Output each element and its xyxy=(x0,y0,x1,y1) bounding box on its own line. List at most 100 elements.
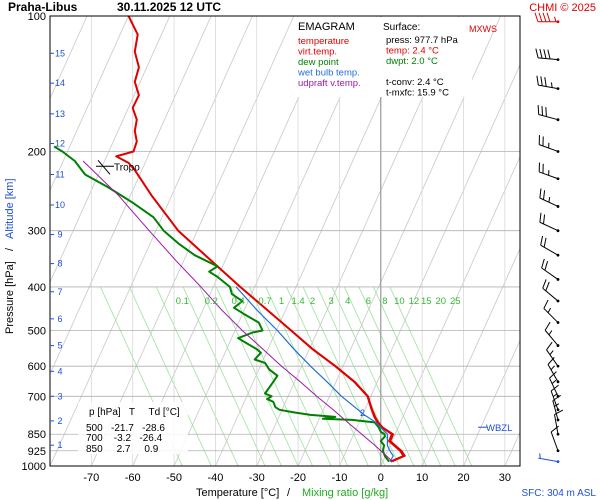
isotherm-line xyxy=(50,16,88,100)
wind-barb xyxy=(538,453,560,463)
level-table: p [hPa] T Td [°C] 500 -21.7 -28.6 700 -3… xyxy=(78,402,188,455)
x-axis-title: Temperature [°C] / Mixing ratio [g/kg] xyxy=(196,487,388,499)
isotherm-line xyxy=(50,16,171,284)
altitude-tick-label: 9 xyxy=(57,230,62,240)
mixing-ratio-label: 0.1 xyxy=(176,296,189,307)
wind-barb-staff xyxy=(541,267,559,280)
temperature-tick-label: -20 xyxy=(290,472,306,484)
mixing-ratio-label: 0.7 xyxy=(258,296,271,307)
wind-barb-staff xyxy=(547,364,559,383)
legend-item-label: temperature xyxy=(298,36,349,47)
mixing-ratio-line xyxy=(215,286,299,466)
wind-barb xyxy=(538,162,560,181)
wind-barb xyxy=(554,409,564,436)
mixing-ratio-line xyxy=(182,286,266,466)
station-title: Praha-Libus xyxy=(8,0,78,14)
altitude-tick-label: 2 xyxy=(57,416,62,426)
temperature-tick-label: -60 xyxy=(125,472,141,484)
wind-barb-feather xyxy=(544,321,551,331)
wind-barb-feather xyxy=(549,371,557,379)
wind-barb xyxy=(535,48,560,62)
wind-barb xyxy=(541,258,560,281)
wind-barb-station-dot xyxy=(556,278,560,281)
wind-barb-half-feather xyxy=(552,393,558,398)
mixing-ratio-label: 25 xyxy=(450,296,461,307)
pressure-tick-label: 850 xyxy=(28,429,46,441)
wind-barb-station-dot xyxy=(556,449,560,453)
temperature-tick-label: 0 xyxy=(378,472,384,484)
x-axis-title-temperature: Temperature [°C] xyxy=(196,487,279,499)
wind-barb xyxy=(537,105,560,122)
wind-barb xyxy=(544,321,560,347)
surface-line: t-mxfc: 15.9 °C xyxy=(386,88,449,99)
profile-virt-temp--line xyxy=(134,169,406,463)
mixing-ratio-line xyxy=(155,286,239,466)
wind-barb-feather xyxy=(554,409,564,415)
surface-title: Surface: xyxy=(383,22,420,33)
wind-barb-station-dot xyxy=(556,253,560,257)
y-axis-title-pressure: Pressure [hPa] xyxy=(4,261,16,334)
surface-line: temp: 2.4 °C xyxy=(386,46,439,57)
pressure-tick-label: 400 xyxy=(28,282,46,294)
wind-barb-station-dot xyxy=(556,364,560,368)
wind-barb-feather xyxy=(541,258,545,269)
isotherm-line xyxy=(90,16,295,466)
wind-barb xyxy=(539,212,560,233)
wind-barb-feather xyxy=(538,12,543,22)
annotations-layer: 0.1 0.2 0.4 0.7 1 1.4 2 3 4 6 8 10 12 15 20 25 Tropo WBZL… xyxy=(96,159,512,434)
wind-barb-station-dot xyxy=(556,229,560,233)
profile-wet-bulb-temp--line xyxy=(235,286,394,462)
wind-barb-half-feather xyxy=(551,379,557,384)
x-axis-title-separator: / xyxy=(287,487,291,499)
mixing-ratio-line xyxy=(358,286,442,466)
plot-frame xyxy=(49,15,521,467)
wind-barb-feather xyxy=(545,281,550,291)
mixing-ratio-line xyxy=(286,286,369,466)
altitude-tick-label: 6 xyxy=(57,314,62,324)
wind-barb-feather xyxy=(547,357,555,365)
wind-barb-staff xyxy=(542,287,559,302)
wind-barb xyxy=(550,384,560,412)
legend-item-label: dew point xyxy=(298,57,339,68)
wind-barb-station-dot xyxy=(556,299,560,303)
wind-barb-feather xyxy=(543,237,547,248)
wind-barb-staff xyxy=(544,329,559,346)
altitude-tick-label: 3 xyxy=(57,391,62,401)
sfc-altitude-label: SFC: 304 m ASL xyxy=(522,488,597,499)
isotherm-line xyxy=(421,247,520,466)
mixing-ratio-label: 3 xyxy=(329,296,334,307)
altitude-tick-label: 8 xyxy=(57,259,62,269)
legend-item-label: wet bulb temp. xyxy=(297,68,360,79)
wind-barb xyxy=(550,425,560,453)
profiles-layer xyxy=(53,16,406,463)
level-table-row-700: 700 -3.2 -26.4 xyxy=(86,433,163,444)
legend-item-label: udpraft v.temp. xyxy=(298,78,361,89)
pressure-tick-label: 1000 xyxy=(22,461,46,473)
x-axis-title-mixing-ratio: Mixing ratio [g/kg] xyxy=(302,487,388,499)
wind-barb-staff xyxy=(550,431,559,451)
copyright-text: CHMI © 2025 xyxy=(529,2,596,14)
level-table-background xyxy=(78,402,188,454)
wind-barb-feather xyxy=(545,107,547,117)
pressure-tick-label: 500 xyxy=(28,326,46,338)
level-table-row-500: 500 -21.7 -28.6 xyxy=(86,423,165,434)
wind-barb-feather xyxy=(550,425,559,433)
wind-barb-half-feather xyxy=(549,350,554,356)
legend-title: EMAGRAM xyxy=(298,21,355,33)
surface-line: dwpt: 2.0 °C xyxy=(386,56,438,67)
wind-barb-station-dot xyxy=(556,380,560,384)
wind-barb-staff xyxy=(549,377,559,397)
wind-barb-feather xyxy=(535,48,539,58)
legend-item-label: virt.temp. xyxy=(298,47,337,58)
altitude-tick-label: 10 xyxy=(55,200,65,210)
mixing-ratio-label: 8 xyxy=(382,296,387,307)
wind-barb-feather xyxy=(537,105,540,115)
wind-barb-half-feather xyxy=(554,403,560,407)
wind-barb xyxy=(538,135,560,153)
pressure-tick-label: 700 xyxy=(28,391,46,403)
datetime-title: 30.11.2025 12 UTC xyxy=(117,0,221,14)
mixing-ratio-line xyxy=(302,286,386,466)
mixing-ratio-line xyxy=(265,286,349,466)
wind-barb-staff xyxy=(539,197,559,207)
